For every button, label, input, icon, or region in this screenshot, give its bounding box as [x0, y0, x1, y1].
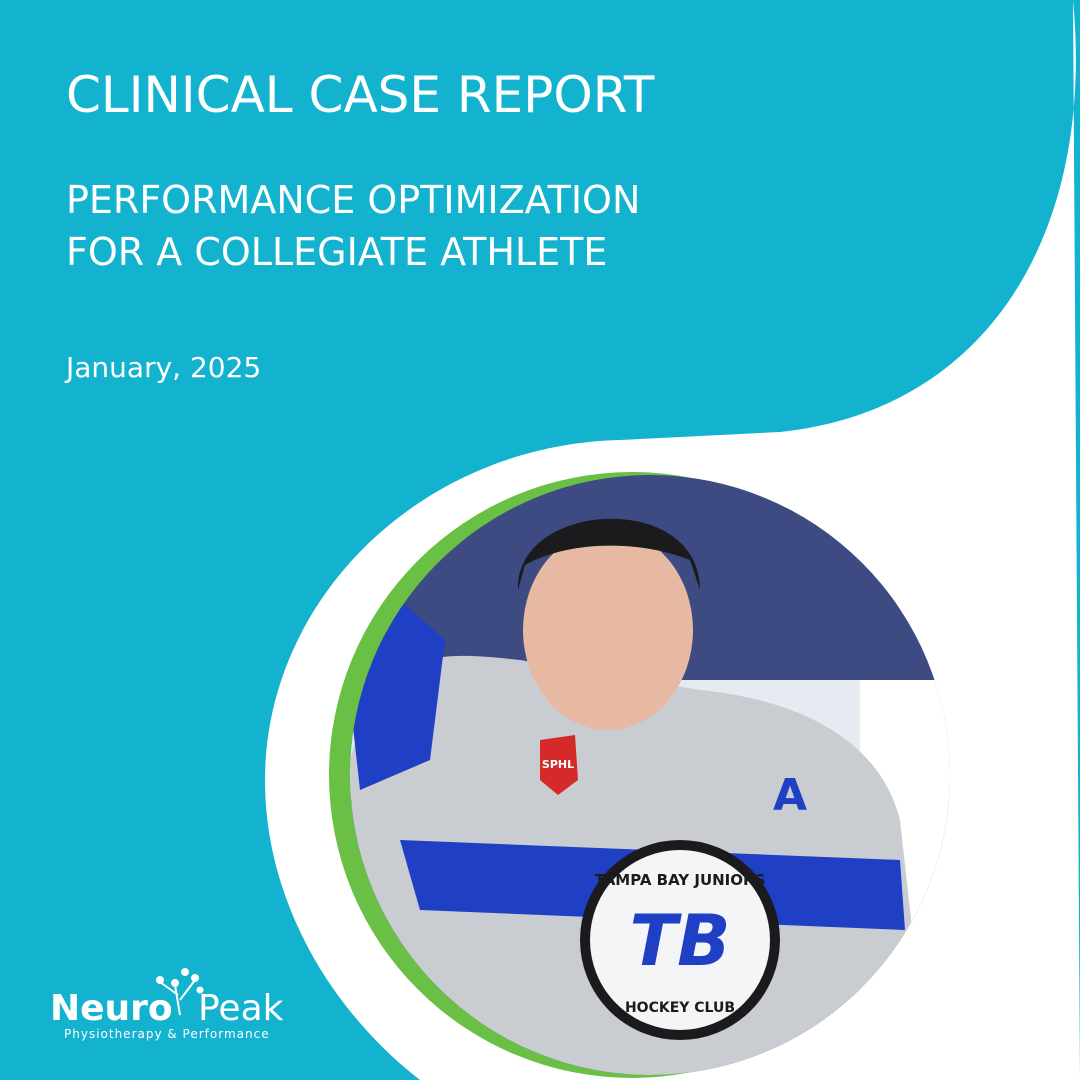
crest	[580, 840, 780, 1040]
patch: SPHL	[542, 758, 574, 771]
crest-bottom: HOCKEY CLUB	[625, 1000, 735, 1016]
title: CLINICAL CASE REPORT	[66, 66, 655, 124]
subtitle-line: PERFORMANCE OPTIMIZATION	[66, 178, 640, 222]
logo-icon	[156, 968, 204, 1016]
logo-tagline: Physiotherapy & Performance	[64, 1027, 270, 1041]
helmet	[517, 518, 700, 590]
patch-shape	[540, 735, 578, 795]
face	[523, 530, 693, 730]
logo-word: Neuro	[50, 988, 173, 1029]
subtitle-line: FOR A COLLEGIATE ATHLETE	[66, 230, 607, 274]
crest-letters: TB	[629, 900, 730, 982]
sleeve	[350, 600, 445, 790]
crest-top: TAMPA BAY JUNIORS	[595, 871, 766, 889]
captain-mark: A	[773, 770, 807, 821]
logo: Neuro Peak Physiotherapy & Performance	[50, 968, 284, 1041]
logo-word: Peak	[198, 988, 284, 1029]
date: January, 2025	[64, 351, 261, 384]
